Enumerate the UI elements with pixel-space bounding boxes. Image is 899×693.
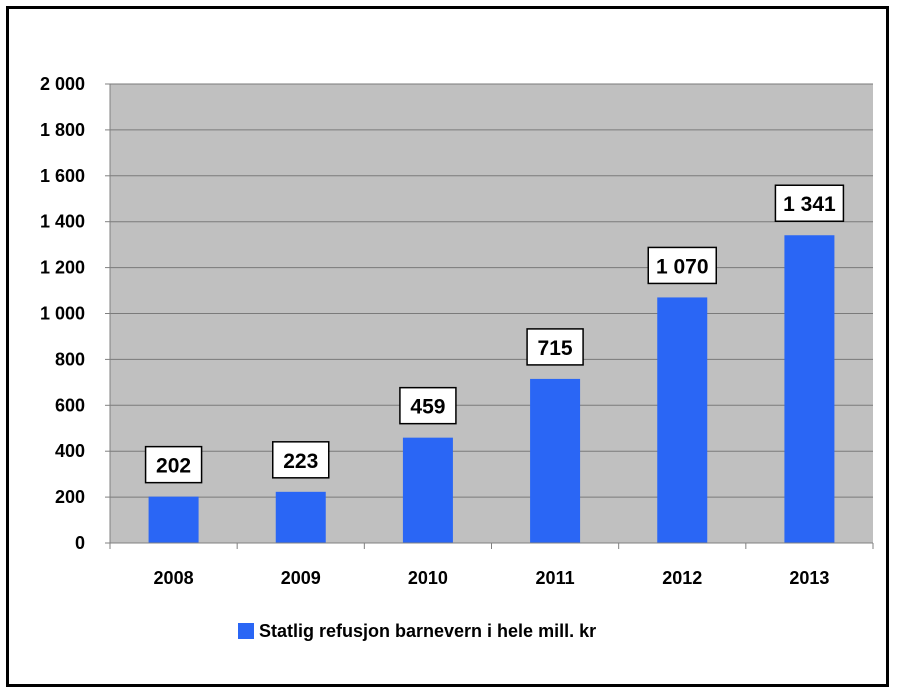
y-tick-label: 0 bbox=[75, 533, 85, 553]
data-label: 223 bbox=[283, 450, 318, 473]
y-tick-label: 1 800 bbox=[40, 120, 85, 140]
bar-2013 bbox=[784, 235, 835, 544]
legend: Statlig refusjon barnevern i hele mill. … bbox=[238, 621, 596, 641]
bar-2012 bbox=[657, 297, 708, 543]
data-label-box bbox=[647, 246, 717, 285]
data-label: 715 bbox=[538, 337, 573, 360]
y-tick-label: 1 200 bbox=[40, 258, 85, 278]
x-tick-label: 2008 bbox=[154, 568, 194, 588]
y-tick-label: 800 bbox=[55, 349, 85, 369]
bar-2008 bbox=[148, 496, 199, 543]
y-tick-label: 1 600 bbox=[40, 166, 85, 186]
bars bbox=[148, 235, 835, 544]
data-label-box bbox=[144, 445, 203, 484]
bar-2009 bbox=[275, 491, 326, 543]
data-label-box bbox=[526, 328, 584, 366]
data-labels: 202 223 459 715 1 070 1 341 bbox=[144, 184, 845, 484]
data-label: 1 070 bbox=[656, 255, 709, 278]
data-label: 202 bbox=[156, 455, 191, 478]
data-label-box bbox=[774, 184, 845, 222]
x-tick-label: 2011 bbox=[536, 568, 575, 588]
y-tick-label: 2 000 bbox=[40, 74, 85, 94]
x-axis-ticks: 2008 2009 2010 2011 2012 2013 bbox=[109, 542, 874, 588]
y-tick-label: 1 000 bbox=[40, 304, 85, 324]
bar-2010 bbox=[402, 437, 453, 543]
x-tick-label: 2009 bbox=[281, 568, 321, 588]
y-axis-ticks: 0 200 400 600 800 1 000 1 200 1 400 1 600 1 800 2 … bbox=[40, 74, 111, 553]
data-label-box bbox=[399, 386, 457, 425]
x-tick-label: 2010 bbox=[408, 568, 448, 588]
legend-swatch bbox=[238, 623, 254, 639]
data-label-box bbox=[272, 441, 330, 479]
x-tick-label: 2012 bbox=[662, 568, 702, 588]
y-tick-label: 200 bbox=[55, 487, 85, 507]
data-label: 1 341 bbox=[783, 193, 836, 216]
bar-2011 bbox=[530, 378, 581, 543]
data-label: 459 bbox=[410, 396, 445, 419]
y-tick-label: 400 bbox=[55, 441, 85, 461]
y-tick-label: 1 400 bbox=[40, 212, 85, 232]
legend-label: Statlig refusjon barnevern i hele mill. … bbox=[259, 621, 596, 641]
x-tick-label: 2013 bbox=[789, 568, 829, 588]
gridlines bbox=[110, 83, 873, 498]
y-tick-label: 600 bbox=[55, 395, 85, 415]
